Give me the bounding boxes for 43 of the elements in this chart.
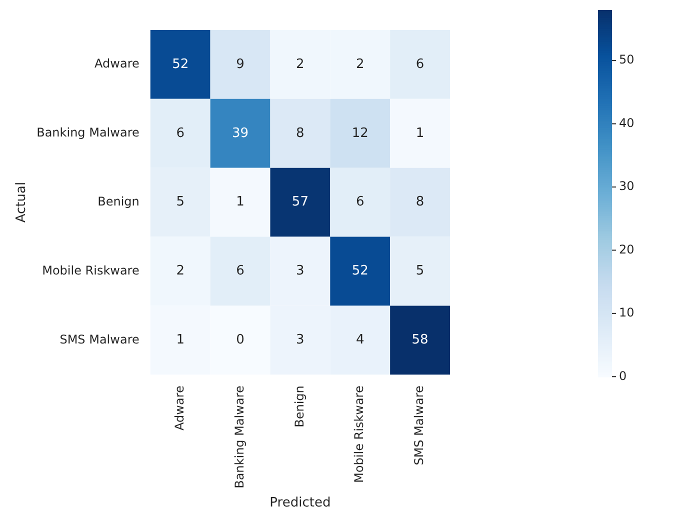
x-tick-label: Mobile Riskware (352, 386, 366, 483)
data-label: 58 (412, 332, 428, 348)
y-tick-label: Benign (98, 194, 140, 208)
data-label: 57 (292, 194, 308, 210)
data-label: 3 (296, 264, 304, 279)
data-label: 8 (416, 194, 424, 210)
data-label: 6 (416, 56, 424, 72)
color-bar-label: 40 (619, 116, 634, 130)
data-label: 3 (296, 332, 304, 348)
data-label: 4 (356, 332, 364, 348)
color-bar-label: 10 (619, 306, 634, 320)
y-tick-label: Banking Malware (36, 126, 140, 140)
x-tick-label: Banking Malware (232, 386, 246, 488)
data-label: 6 (356, 194, 364, 210)
color-bar-label: 20 (619, 242, 634, 256)
data-label: 1 (416, 126, 424, 141)
data-label: 2 (296, 56, 304, 72)
color-bar-label: 30 (619, 179, 634, 194)
y-tick-label: SMS Malware (60, 332, 140, 346)
data-label: 2 (356, 56, 364, 72)
color-bar-label: 50 (619, 52, 634, 67)
data-label: 6 (236, 264, 244, 279)
data-label: 2 (176, 264, 184, 279)
x-axis-title: Predicted (270, 496, 331, 511)
data-label: 9 (236, 56, 244, 72)
y-tick-label: Adware (94, 56, 140, 71)
data-label: 0 (236, 332, 244, 348)
data-label: 1 (176, 332, 184, 348)
x-tick-label: Adware (172, 386, 186, 430)
data-label: 8 (296, 126, 304, 141)
x-tick-label: SMS Malware (412, 386, 426, 466)
data-label: 5 (176, 194, 184, 210)
y-axis-title: Actual (14, 182, 30, 223)
x-tick-label: Benign (292, 386, 306, 428)
data-label: 5 (416, 264, 424, 279)
color-bar-label: 0 (619, 368, 627, 383)
data-label: 6 (176, 126, 184, 141)
data-label: 52 (352, 264, 368, 279)
data-label: 12 (352, 126, 368, 141)
data-label: 52 (172, 56, 189, 72)
data-label: 1 (236, 194, 244, 210)
y-tick-label: Mobile Riskware (42, 263, 140, 278)
data-label: 39 (232, 126, 249, 141)
